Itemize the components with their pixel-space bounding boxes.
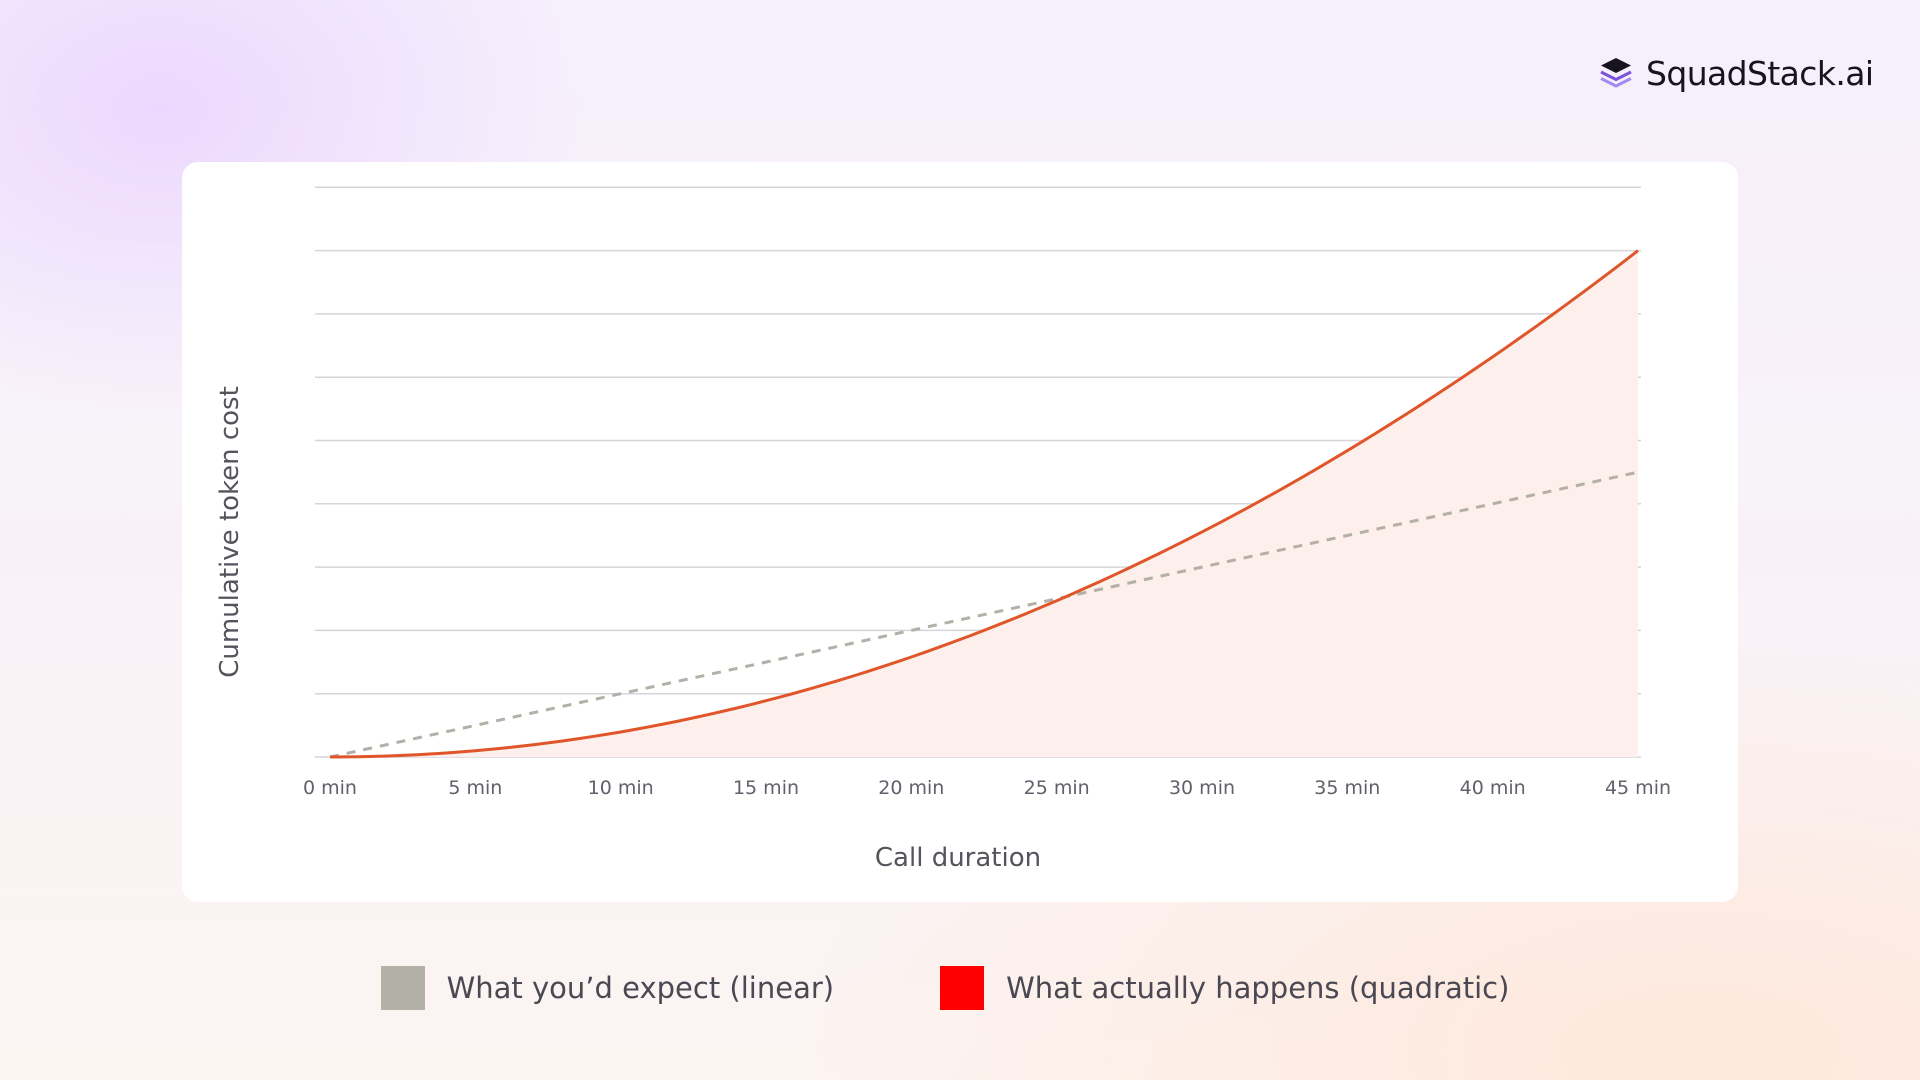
brand-logo: SquadStack.ai xyxy=(1598,50,1874,96)
x-tick-label: 40 min xyxy=(1460,777,1526,799)
x-tick-label: 10 min xyxy=(588,777,654,799)
quadratic-series-line xyxy=(329,249,1639,759)
brand-name: SquadStack.ai xyxy=(1646,53,1874,93)
quadratic-area xyxy=(330,250,1638,757)
stacked-layers-icon xyxy=(1600,58,1632,88)
x-tick-label: 30 min xyxy=(1169,777,1235,799)
x-tick-label: 15 min xyxy=(733,777,799,799)
legend-swatch-quadratic xyxy=(940,966,985,1010)
x-tick-label: 45 min xyxy=(1605,777,1671,799)
token-cost-chart: 0 min 5 min 10 min 15 min 20 min 25 min 30 min… xyxy=(215,186,1671,873)
chart-legend: What you’d expect (linear) What actually… xyxy=(0,966,1920,1010)
x-axis-label: Call duration xyxy=(875,843,1041,873)
x-tick-label: 25 min xyxy=(1024,777,1090,799)
legend-item-quadratic: What actually happens (quadratic) xyxy=(940,966,1509,1010)
legend-label-linear: What you’d expect (linear) xyxy=(446,971,835,1005)
quadratic-area-fill xyxy=(330,250,1638,757)
legend-label-quadratic: What actually happens (quadratic) xyxy=(1006,971,1510,1005)
legend-item-linear: What you’d expect (linear) xyxy=(380,966,835,1010)
grid-lines xyxy=(315,186,1641,758)
y-axis-label: Cumulative token cost xyxy=(215,386,245,678)
x-tick-labels: 0 min 5 min 10 min 15 min 20 min 25 min 30 min… xyxy=(303,777,1671,799)
linear-series-line xyxy=(329,470,1639,759)
x-tick-label: 35 min xyxy=(1314,777,1380,799)
x-tick-label: 20 min xyxy=(878,777,944,799)
series-lines xyxy=(329,249,1639,759)
x-tick-label: 0 min xyxy=(303,777,357,799)
chart-card: 0 min 5 min 10 min 15 min 20 min 25 min 30 min… xyxy=(182,162,1738,902)
x-tick-label: 5 min xyxy=(448,777,502,799)
legend-swatch-linear xyxy=(380,966,425,1010)
